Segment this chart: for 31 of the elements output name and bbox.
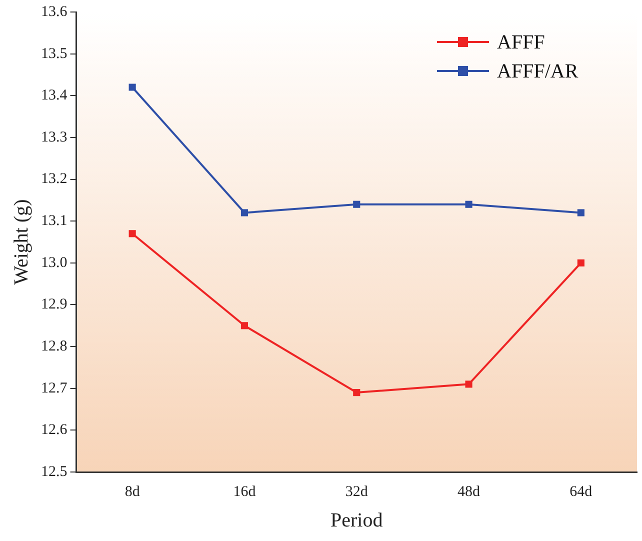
y-tick-label: 13.0	[41, 254, 68, 271]
y-tick-label: 12.6	[41, 422, 68, 438]
x-tick-label: 48d	[458, 484, 481, 500]
y-tick-label: 12.7	[41, 380, 68, 396]
y-tick-label: 12.9	[41, 296, 68, 313]
x-tick-label: 16d	[233, 484, 256, 500]
point	[128, 230, 136, 238]
y-tick-label: 12.8	[41, 338, 68, 354]
x-axis-title: Period	[330, 509, 383, 532]
x-tick-label: 64d	[570, 484, 593, 500]
legend-label: AFFF	[497, 31, 545, 54]
y-tick-label: 13.6	[41, 4, 68, 20]
y-tick-label: 13.3	[41, 129, 68, 146]
point	[353, 200, 360, 208]
y-tick-label: 13.2	[41, 171, 68, 188]
y-tick-label: 13.1	[41, 213, 68, 230]
point	[240, 322, 248, 330]
x-tick-label: 32d	[345, 484, 368, 500]
y-tick-label: 13.4	[41, 88, 68, 104]
legend-label: AFFF/AR	[497, 60, 579, 82]
y-tick-label: 12.5	[41, 464, 68, 480]
point	[577, 259, 584, 266]
x-tick-label: 8d	[124, 484, 140, 500]
point	[240, 209, 248, 216]
point	[465, 200, 472, 208]
point	[353, 389, 360, 396]
point	[577, 209, 584, 216]
y-tick-label: 13.5	[41, 46, 68, 62]
point	[128, 84, 136, 91]
point	[465, 380, 472, 388]
y-axis-title: Weight (g)	[10, 199, 32, 285]
